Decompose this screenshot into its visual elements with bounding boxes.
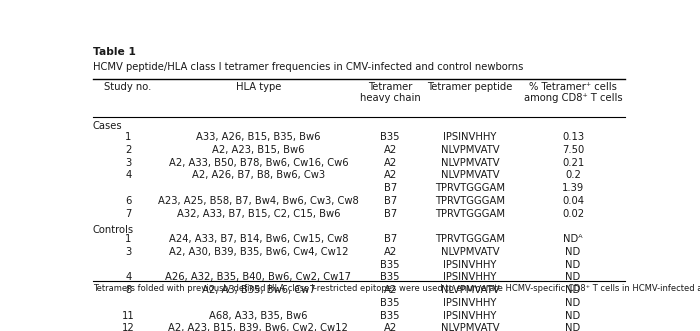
Text: 7.50: 7.50 [562, 145, 584, 155]
Text: A2: A2 [384, 323, 397, 331]
Text: 3: 3 [125, 158, 132, 167]
Text: B7: B7 [384, 183, 397, 193]
Text: IPSINVHHY: IPSINVHHY [443, 260, 497, 269]
Text: 4: 4 [125, 170, 132, 180]
Text: A33, A26, B15, B35, Bw6: A33, A26, B15, B35, Bw6 [196, 132, 321, 142]
Text: 0.04: 0.04 [562, 196, 584, 206]
Text: 0.2: 0.2 [565, 170, 581, 180]
Text: 0.02: 0.02 [562, 209, 584, 218]
Text: B35: B35 [381, 272, 400, 282]
Text: 0.21: 0.21 [562, 158, 584, 167]
Text: B7: B7 [384, 196, 397, 206]
Text: B7: B7 [384, 209, 397, 218]
Text: 11: 11 [122, 310, 134, 320]
Text: % Tetramer⁺ cells
among CD8⁺ T cells: % Tetramer⁺ cells among CD8⁺ T cells [524, 82, 622, 103]
Text: 7: 7 [125, 209, 132, 218]
Text: A2, A23, B15, Bw6: A2, A23, B15, Bw6 [212, 145, 304, 155]
Text: HCMV peptide/HLA class I tetramer frequencies in CMV-infected and control newbor: HCMV peptide/HLA class I tetramer freque… [93, 62, 524, 72]
Text: 6: 6 [125, 196, 132, 206]
Text: ND: ND [566, 323, 581, 331]
Text: ND: ND [566, 285, 581, 295]
Text: 3: 3 [125, 247, 132, 257]
Text: B35: B35 [381, 298, 400, 308]
Text: ND: ND [566, 247, 581, 257]
Text: ND: ND [566, 272, 581, 282]
Text: Cases: Cases [93, 121, 122, 131]
Text: Tetramers folded with previously defined HLA class I-restricted epitopes were us: Tetramers folded with previously defined… [93, 284, 700, 293]
Text: NLVPMVATV: NLVPMVATV [441, 170, 499, 180]
Text: A68, A33, B35, Bw6: A68, A33, B35, Bw6 [209, 310, 307, 320]
Text: ND: ND [566, 298, 581, 308]
Text: 1: 1 [125, 234, 132, 244]
Text: B35: B35 [381, 260, 400, 269]
Text: B35: B35 [381, 132, 400, 142]
Text: ND: ND [566, 310, 581, 320]
Text: Study no.: Study no. [104, 82, 152, 92]
Text: A26, A32, B35, B40, Bw6, Cw2, Cw17: A26, A32, B35, B40, Bw6, Cw2, Cw17 [165, 272, 351, 282]
Text: HLA type: HLA type [236, 82, 281, 92]
Text: Controls: Controls [93, 224, 134, 234]
Text: A2: A2 [384, 145, 397, 155]
Text: B7: B7 [384, 234, 397, 244]
Text: A2: A2 [384, 170, 397, 180]
Text: NLVPMVATV: NLVPMVATV [441, 247, 499, 257]
Text: NLVPMVATV: NLVPMVATV [441, 158, 499, 167]
Text: NDᴬ: NDᴬ [564, 234, 583, 244]
Text: Tetramer peptide: Tetramer peptide [427, 82, 512, 92]
Text: ND: ND [566, 260, 581, 269]
Text: A2: A2 [384, 285, 397, 295]
Text: NLVPMVATV: NLVPMVATV [441, 323, 499, 331]
Text: A23, A25, B58, B7, Bw4, Bw6, Cw3, Cw8: A23, A25, B58, B7, Bw4, Bw6, Cw3, Cw8 [158, 196, 359, 206]
Text: TPRVTGGGAM: TPRVTGGGAM [435, 196, 505, 206]
Text: NLVPMVATV: NLVPMVATV [441, 285, 499, 295]
Text: Tetramer
heavy chain: Tetramer heavy chain [360, 82, 421, 103]
Text: IPSINVHHY: IPSINVHHY [443, 298, 497, 308]
Text: TPRVTGGGAM: TPRVTGGGAM [435, 183, 505, 193]
Text: Table 1: Table 1 [93, 47, 136, 57]
Text: B35: B35 [381, 310, 400, 320]
Text: A2: A2 [384, 247, 397, 257]
Text: IPSINVHHY: IPSINVHHY [443, 310, 497, 320]
Text: 12: 12 [122, 323, 134, 331]
Text: TPRVTGGGAM: TPRVTGGGAM [435, 234, 505, 244]
Text: A24, A33, B7, B14, Bw6, Cw15, Cw8: A24, A33, B7, B14, Bw6, Cw15, Cw8 [169, 234, 348, 244]
Text: A2, A3, B35, Bw6, Cw7: A2, A3, B35, Bw6, Cw7 [202, 285, 315, 295]
Text: A2, A33, B50, B78, Bw6, Cw16, Cw6: A2, A33, B50, B78, Bw6, Cw16, Cw6 [169, 158, 348, 167]
Text: 8: 8 [125, 285, 132, 295]
Text: A2: A2 [384, 158, 397, 167]
Text: 4: 4 [125, 272, 132, 282]
Text: TPRVTGGGAM: TPRVTGGGAM [435, 209, 505, 218]
Text: A2, A30, B39, B35, Bw6, Cw4, Cw12: A2, A30, B39, B35, Bw6, Cw4, Cw12 [169, 247, 348, 257]
Text: IPSINVHHY: IPSINVHHY [443, 272, 497, 282]
Text: 1: 1 [125, 132, 132, 142]
Text: 2: 2 [125, 145, 132, 155]
Text: A32, A33, B7, B15, C2, C15, Bw6: A32, A33, B7, B15, C2, C15, Bw6 [176, 209, 340, 218]
Text: A2, A26, B7, B8, Bw6, Cw3: A2, A26, B7, B8, Bw6, Cw3 [192, 170, 325, 180]
Text: 1.39: 1.39 [562, 183, 584, 193]
Text: IPSINVHHY: IPSINVHHY [443, 132, 497, 142]
Text: 0.13: 0.13 [562, 132, 584, 142]
Text: NLVPMVATV: NLVPMVATV [441, 145, 499, 155]
Text: A2, A23, B15, B39, Bw6, Cw2, Cw12: A2, A23, B15, B39, Bw6, Cw2, Cw12 [169, 323, 349, 331]
